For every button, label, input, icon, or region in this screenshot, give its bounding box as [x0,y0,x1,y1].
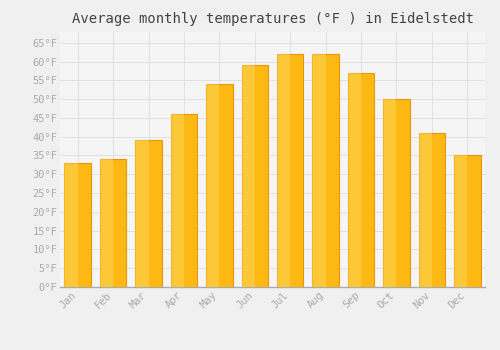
Title: Average monthly temperatures (°F ) in Eidelstedt: Average monthly temperatures (°F ) in Ei… [72,12,473,26]
Bar [383,99,409,287]
Bar [418,133,432,287]
Bar [418,133,445,287]
Bar [242,65,268,287]
Bar [277,54,290,287]
Bar [242,65,255,287]
Bar [206,84,220,287]
Bar [348,73,361,287]
Bar [64,163,91,287]
Bar [383,99,396,287]
Bar [136,140,148,287]
Bar [277,54,303,287]
Bar [136,140,162,287]
Bar [170,114,184,287]
Bar [454,155,468,287]
Bar [312,54,339,287]
Bar [64,163,78,287]
Bar [454,155,480,287]
Bar [206,84,233,287]
Bar [348,73,374,287]
Bar [100,159,113,287]
Bar [170,114,197,287]
Bar [100,159,126,287]
Bar [312,54,326,287]
